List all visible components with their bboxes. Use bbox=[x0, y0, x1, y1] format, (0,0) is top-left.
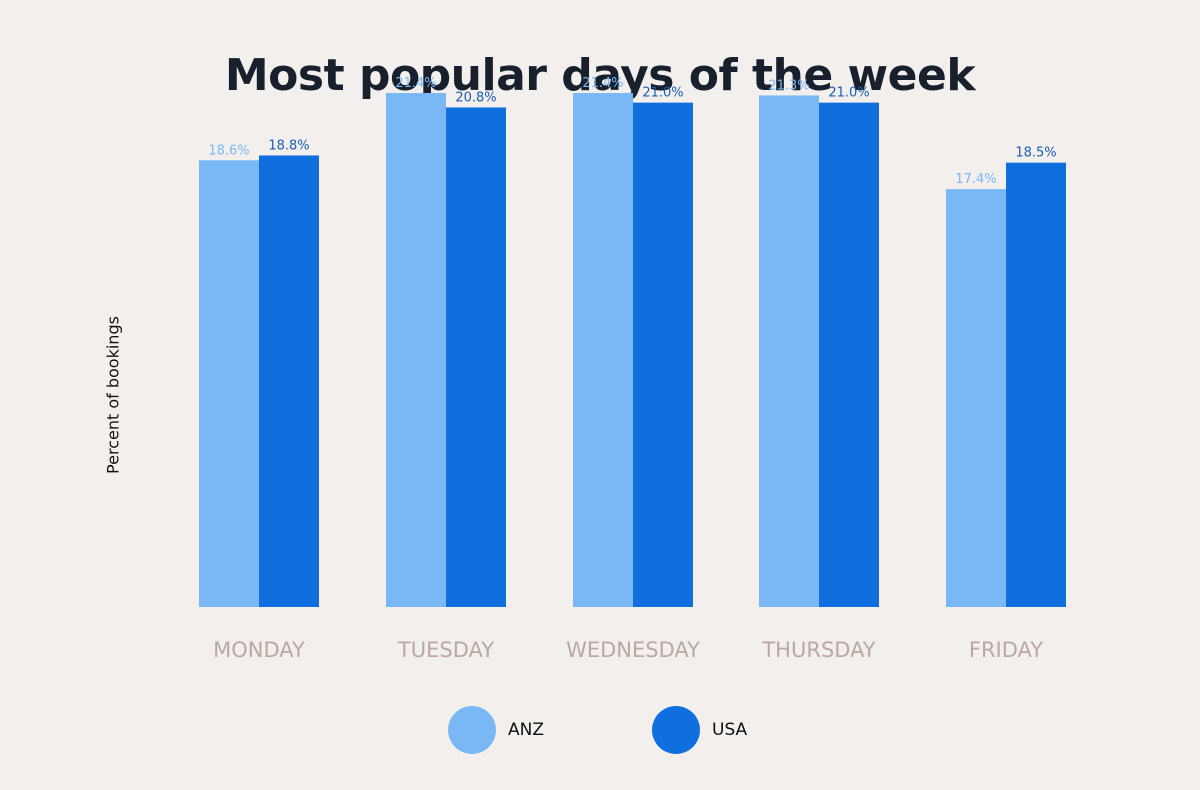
category-label-monday: MONDAY bbox=[213, 638, 305, 662]
data-label-usa-tuesday: 20.8% bbox=[455, 90, 496, 105]
data-label-anz-tuesday: 21.4% bbox=[395, 76, 436, 91]
legend-item-usa: USA bbox=[652, 706, 747, 754]
bar-usa-thursday bbox=[819, 102, 879, 608]
chart-title: Most popular days of the week bbox=[224, 50, 976, 101]
bar-anz-monday bbox=[199, 160, 259, 607]
legend-label-usa: USA bbox=[712, 720, 748, 740]
legend-item-anz: ANZ bbox=[448, 706, 544, 754]
data-label-anz-thursday: 21.3% bbox=[768, 78, 809, 93]
legend-label-anz: ANZ bbox=[508, 720, 544, 740]
bar-usa-tuesday bbox=[446, 107, 506, 608]
data-label-usa-friday: 18.5% bbox=[1015, 146, 1056, 161]
bar-usa-friday bbox=[1006, 162, 1066, 607]
data-label-usa-monday: 18.8% bbox=[268, 138, 309, 153]
legend: ANZ USA bbox=[448, 706, 747, 754]
data-label-anz-wednesday: 21.4% bbox=[582, 76, 623, 91]
bar-anz-tuesday bbox=[386, 93, 446, 608]
data-label-anz-friday: 17.4% bbox=[955, 172, 996, 187]
data-label-usa-thursday: 21.0% bbox=[828, 86, 869, 101]
legend-swatch-anz bbox=[448, 706, 496, 754]
category-label-friday: FRIDAY bbox=[969, 638, 1043, 662]
category-label-wednesday: WEDNESDAY bbox=[566, 638, 700, 662]
bar-usa-monday bbox=[259, 155, 319, 607]
category-label-thursday: THURSDAY bbox=[761, 638, 875, 662]
category-label-tuesday: TUESDAY bbox=[397, 638, 494, 662]
bar-anz-thursday bbox=[759, 95, 819, 607]
bar-usa-wednesday bbox=[633, 102, 693, 608]
data-label-anz-monday: 18.6% bbox=[208, 143, 249, 158]
bar-anz-wednesday bbox=[573, 93, 633, 608]
data-label-usa-wednesday: 21.0% bbox=[642, 86, 683, 101]
bar-anz-friday bbox=[946, 189, 1006, 607]
legend-swatch-usa bbox=[652, 706, 700, 754]
